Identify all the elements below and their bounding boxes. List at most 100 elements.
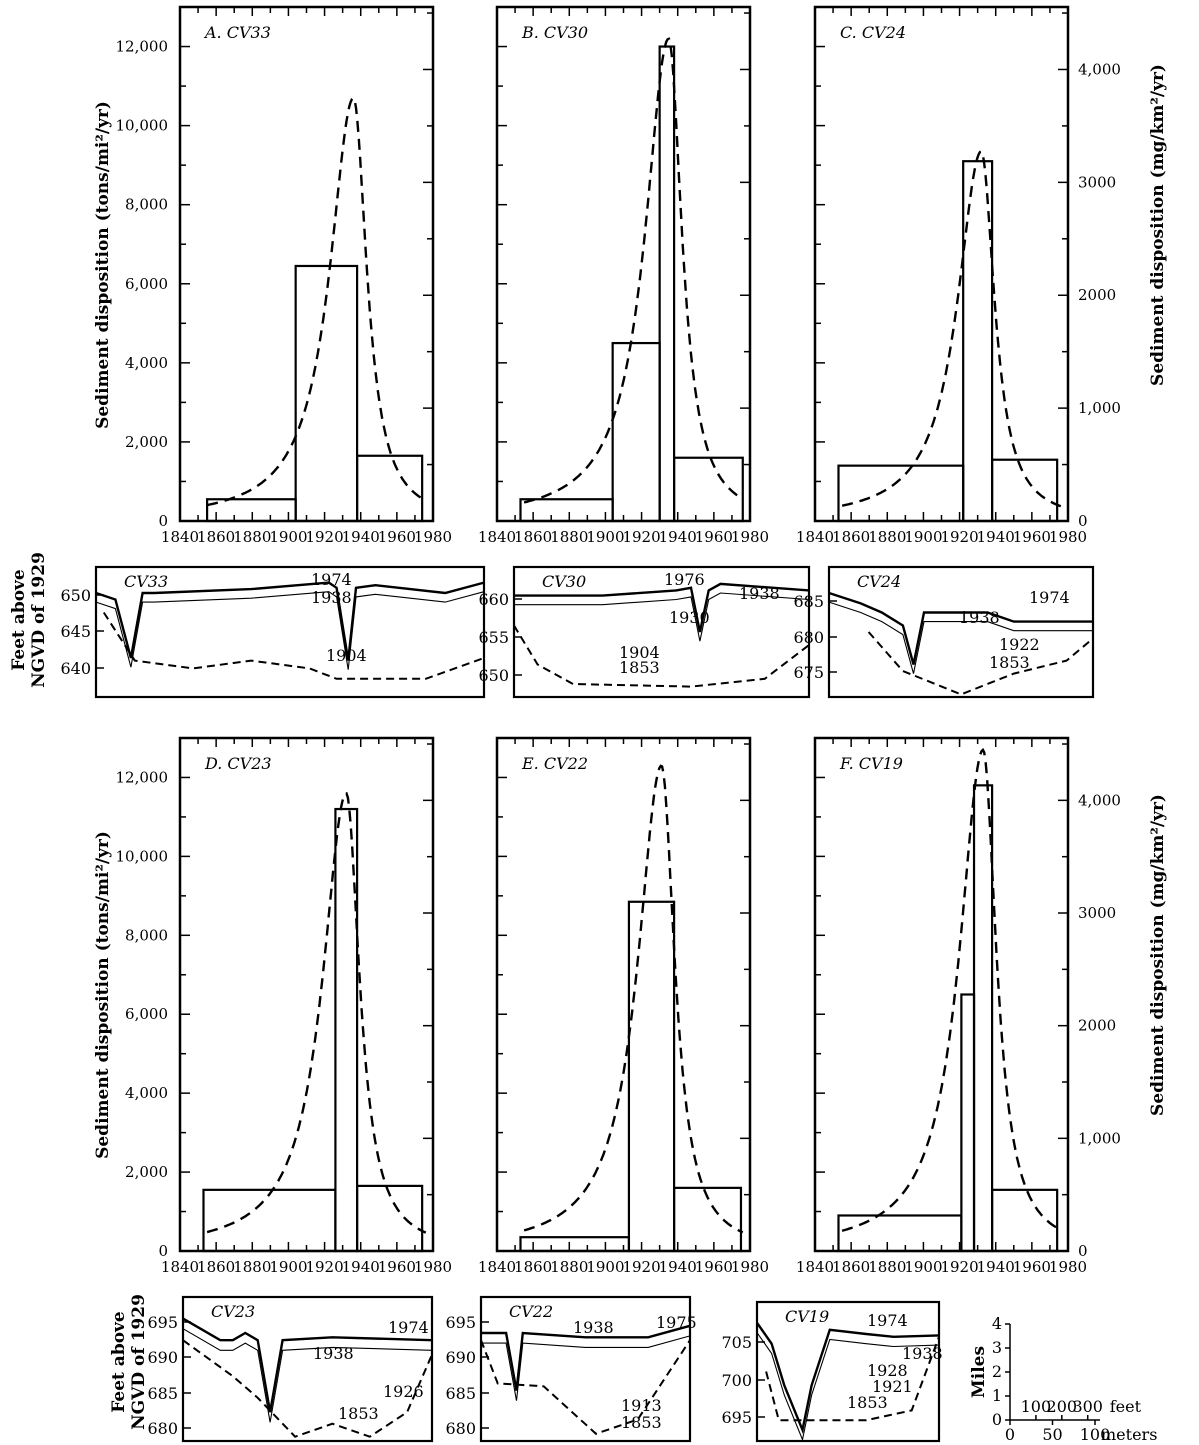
bar xyxy=(972,784,994,1253)
y-tick-label: 12,000 xyxy=(116,38,169,56)
bar xyxy=(960,993,976,1253)
y-tick-label: 2,000 xyxy=(125,433,168,451)
x-tick-label: 1980 xyxy=(414,528,452,546)
bar xyxy=(837,1214,963,1253)
cross-section-label: CV19 xyxy=(785,1307,829,1326)
profile-year-label: 1938 xyxy=(313,1344,354,1363)
y2-tick-label: 0 xyxy=(1078,1242,1088,1260)
scale-y-tick-label: 0 xyxy=(992,1410,1002,1429)
y2-tick-label: 0 xyxy=(1078,512,1088,530)
profile-year-label: 1974 xyxy=(867,1311,908,1330)
x-tick-label: 1860 xyxy=(832,1258,870,1276)
cross-section-label: CV30 xyxy=(542,572,586,591)
bar xyxy=(356,454,424,523)
profile-year-label: 1975 xyxy=(656,1313,697,1332)
x-tick-label: 1920 xyxy=(940,528,978,546)
y-tick-label: 0 xyxy=(158,1242,168,1260)
trend-curve xyxy=(206,791,427,1234)
y-tick-label: 8,000 xyxy=(125,196,168,214)
chart-frame xyxy=(813,5,1070,523)
right-axis-title-top: Sediment disposition (mg/km²/yr) xyxy=(1148,64,1168,386)
x-tick-label: 1920 xyxy=(622,1258,660,1276)
x-tick-label: 1900 xyxy=(269,1258,307,1276)
x-tick-label: 1980 xyxy=(731,1258,769,1276)
trend-curve xyxy=(206,96,427,507)
channel-profile-recent xyxy=(514,582,810,633)
xs-axis-title-bottom-line1: Feet above xyxy=(109,1311,129,1413)
cross-section-frame xyxy=(512,565,811,699)
scale-y-tick-label: 2 xyxy=(992,1362,1002,1381)
chart-frame xyxy=(178,5,435,523)
channel-profile-recent xyxy=(182,1317,433,1413)
x-tick-label: 1920 xyxy=(305,528,343,546)
x-tick-label: 1860 xyxy=(514,528,552,546)
profile-year-label: 1853 xyxy=(989,653,1030,672)
axis-titles-layer: Sediment disposition (tons/mi²/yr) Sedim… xyxy=(9,64,1168,1430)
x-tick-label: 1860 xyxy=(514,1258,552,1276)
xs-tick-label: 690 xyxy=(147,1348,178,1367)
y-tick-label: 6,000 xyxy=(125,1005,168,1023)
profile-year-label: 1853 xyxy=(847,1393,888,1412)
channel-profile-1938 xyxy=(95,591,485,670)
left-axis-title-bottom: Sediment disposition (tons/mi²/yr) xyxy=(93,831,113,1159)
bar xyxy=(672,456,744,523)
xs-tick-label: 640 xyxy=(60,659,91,678)
trend-curve xyxy=(523,764,744,1234)
x-tick-label: 1960 xyxy=(378,528,416,546)
scale-y-tick-label: 1 xyxy=(992,1386,1002,1405)
profile-year-label: 1938 xyxy=(902,1344,943,1363)
y-tick-label: 0 xyxy=(158,512,168,530)
xs-tick-label: 685 xyxy=(147,1384,178,1403)
y-tick-label: 4,000 xyxy=(125,354,168,372)
x-tick-label: 1980 xyxy=(1049,528,1087,546)
profile-year-label: 1930 xyxy=(669,608,710,627)
x-tick-label: 1840 xyxy=(478,1258,516,1276)
chart-title: C. CV24 xyxy=(840,23,906,42)
chart-frame xyxy=(813,736,1070,1253)
channel-profile-1938 xyxy=(756,1332,940,1442)
xs-tick-label: 695 xyxy=(445,1313,476,1332)
cross-section-label: CV33 xyxy=(124,572,168,591)
x-tick-label: 1940 xyxy=(977,528,1015,546)
bar xyxy=(611,341,661,523)
channel-profile-historic xyxy=(102,611,485,680)
x-tick-label: 1980 xyxy=(1049,1258,1087,1276)
y-tick-label: 8,000 xyxy=(125,926,168,944)
trend-curve xyxy=(523,37,744,504)
y-tick-label: 6,000 xyxy=(125,275,168,293)
xs-tick-label: 675 xyxy=(793,663,824,682)
bar xyxy=(206,498,297,523)
channel-profile-1938 xyxy=(828,601,1093,674)
chart-title: A. CV33 xyxy=(203,23,271,42)
x-tick-label: 1960 xyxy=(695,528,733,546)
xs-tick-label: 705 xyxy=(721,1333,752,1352)
x-tick-label: 1960 xyxy=(695,1258,733,1276)
channel-profile-1938 xyxy=(182,1328,433,1423)
xs-axis-title-bottom-line2: NGVD of 1929 xyxy=(129,1294,149,1430)
scale-meter-label: 0 xyxy=(1005,1425,1015,1444)
cross-section-frame xyxy=(827,565,1095,699)
scale-meter-label: 50 xyxy=(1042,1425,1062,1444)
xs-tick-label: 650 xyxy=(60,586,91,605)
profile-year-label: 1938 xyxy=(573,1318,614,1337)
bar xyxy=(334,807,359,1253)
xs-tick-label: 685 xyxy=(793,592,824,611)
chart-title: F. CV19 xyxy=(839,754,903,773)
x-tick-label: 1880 xyxy=(233,528,271,546)
trend-curve xyxy=(841,747,1062,1232)
y2-tick-label: 3000 xyxy=(1078,904,1116,922)
x-tick-label: 1860 xyxy=(197,1258,235,1276)
cross-section-frame xyxy=(181,1295,434,1443)
bar-charts-layer: 1840186018801900192019401960198002,0004,… xyxy=(116,5,1121,1276)
x-tick-label: 1880 xyxy=(868,1258,906,1276)
xs-axis-title-top-line1: Feet above xyxy=(9,569,29,671)
x-tick-label: 1940 xyxy=(342,1258,380,1276)
channel-profile-historic xyxy=(765,1336,940,1422)
x-tick-label: 1940 xyxy=(659,1258,697,1276)
